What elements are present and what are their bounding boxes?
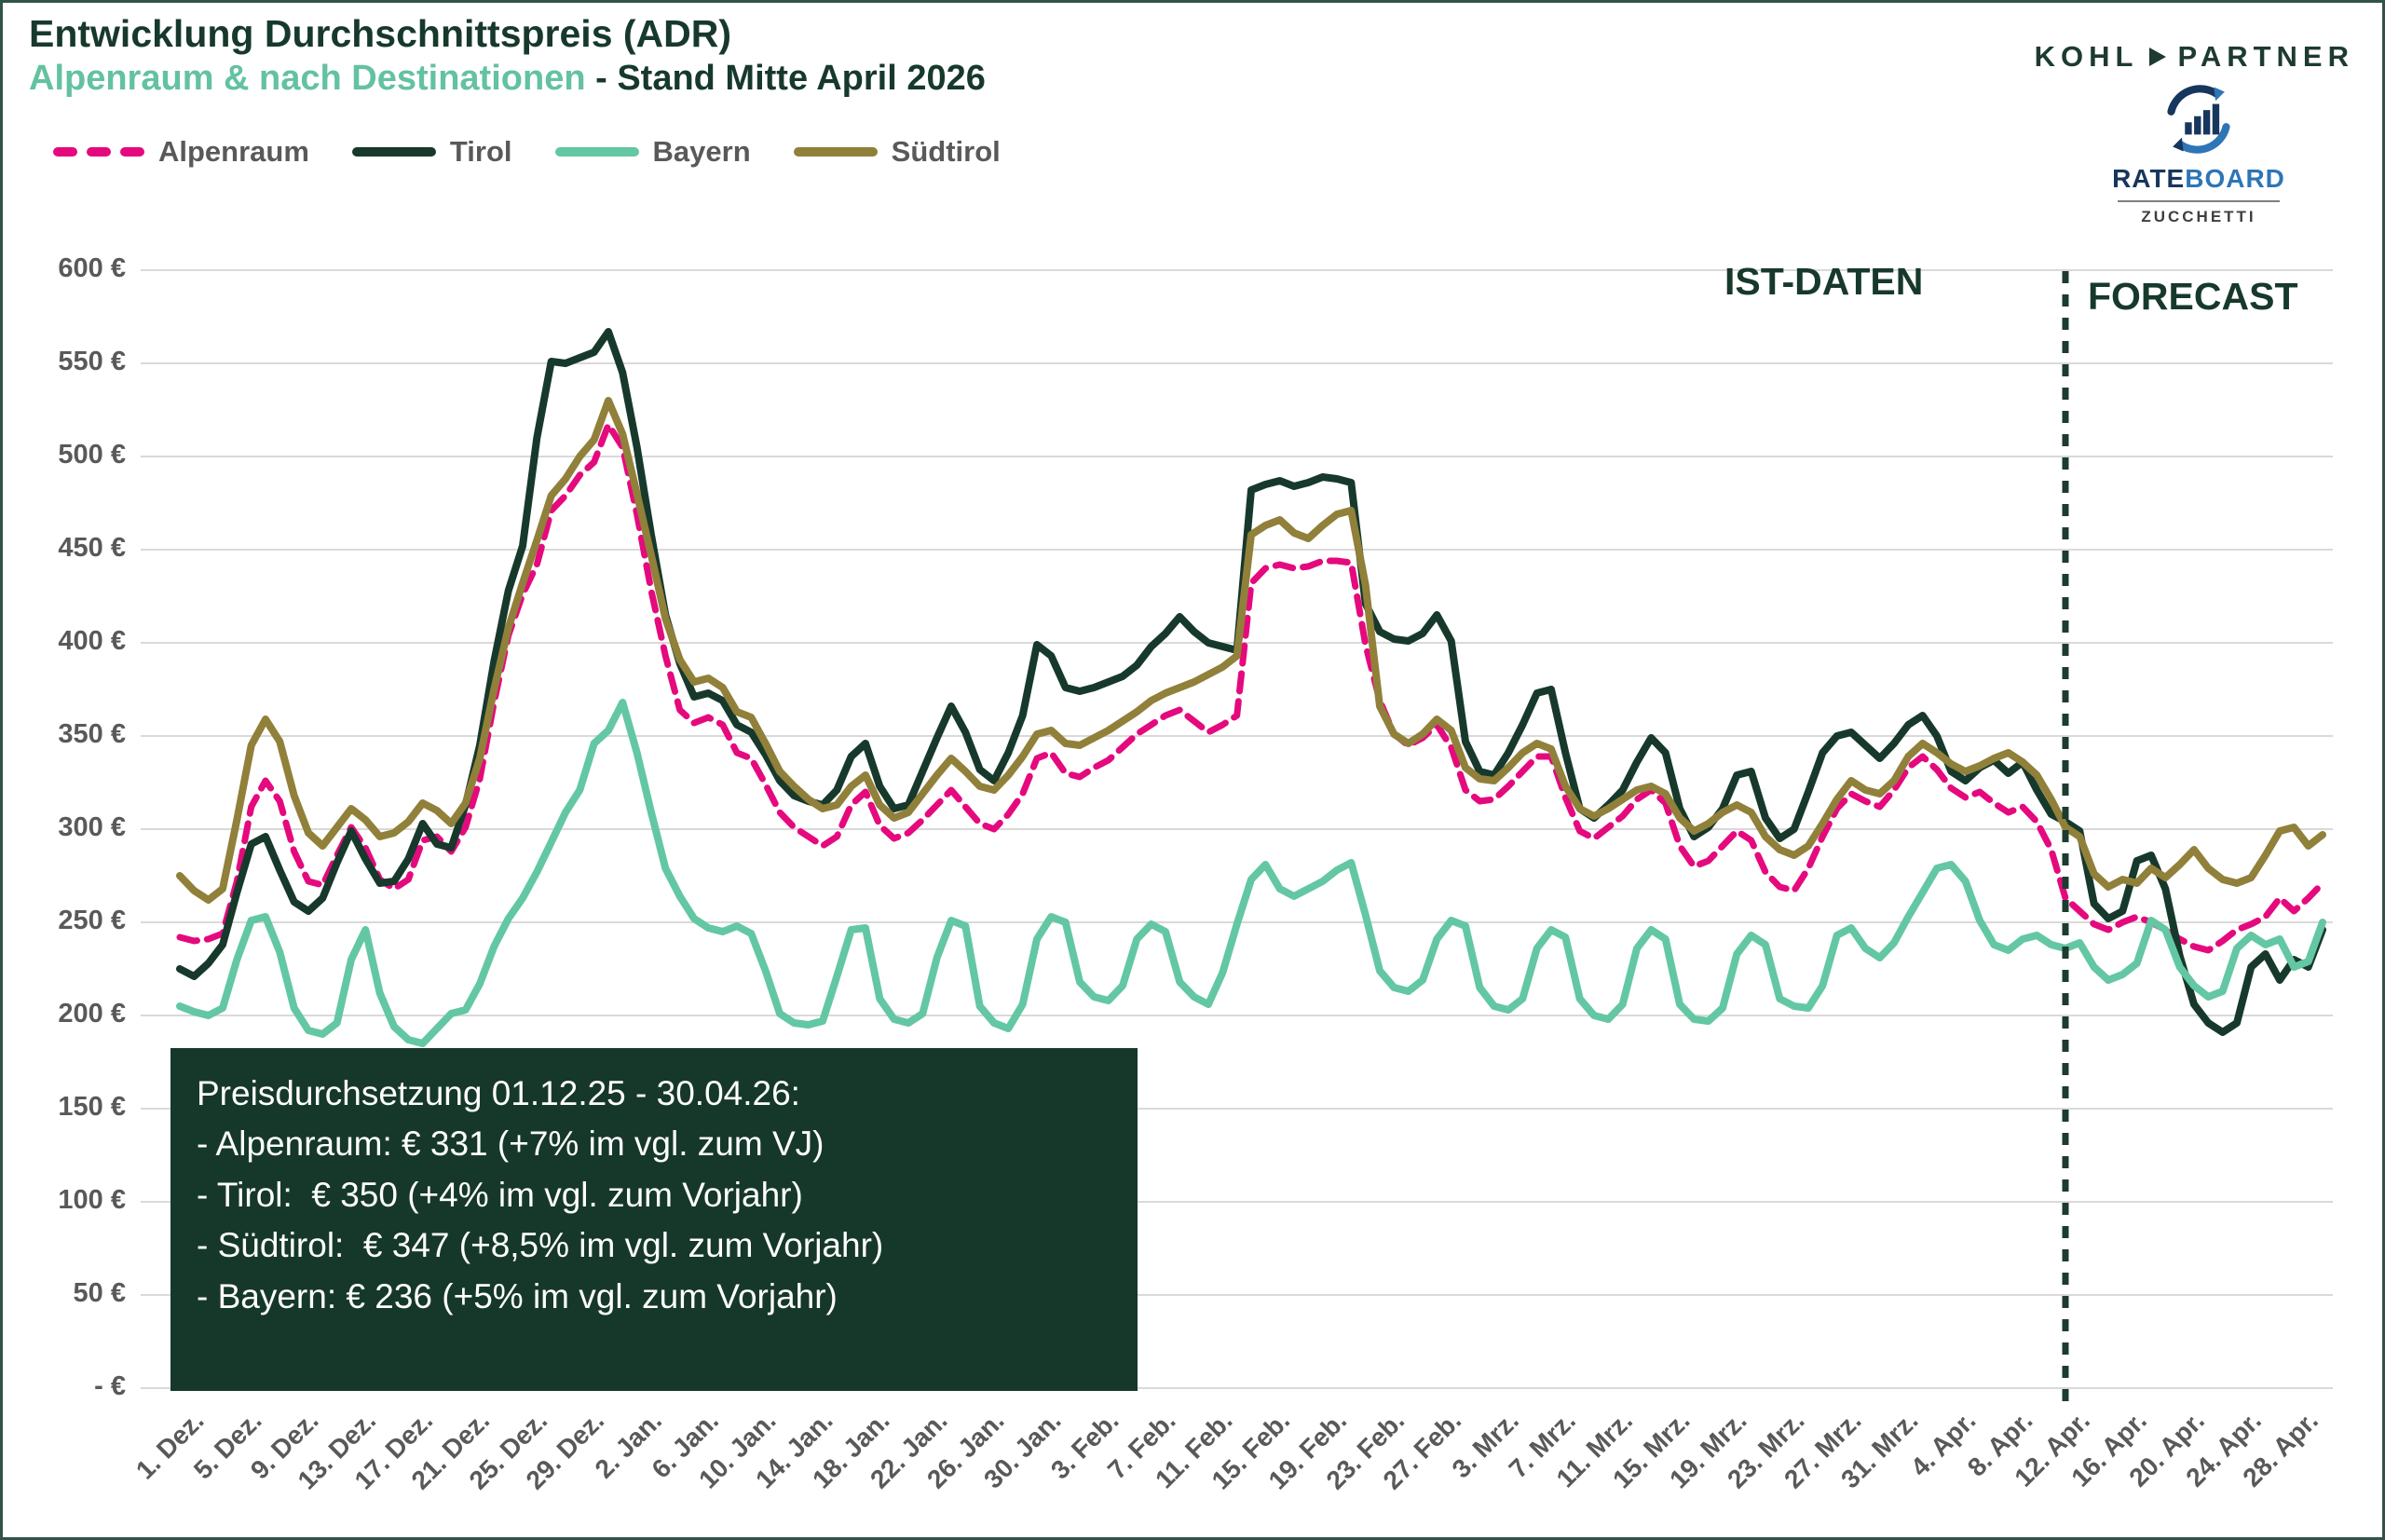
price-summary-box: Preisdurchsetzung 01.12.25 - 30.04.26: -… xyxy=(170,1048,1138,1391)
legend-swatch-bayern xyxy=(554,147,639,157)
rateboard-logo-icon xyxy=(2167,85,2230,154)
subtitle-accent: Alpenraum & nach Destinationen xyxy=(29,59,586,98)
summary-line-title: Preisdurchsetzung 01.12.25 - 30.04.26: xyxy=(197,1074,800,1112)
subtitle-rest: - Stand Mitte April 2026 xyxy=(585,59,986,98)
legend-item-alpenraum: Alpenraum xyxy=(53,135,309,169)
summary-line-suedtirol: - Südtirol: € 347 (+8,5% im vgl. zum Vor… xyxy=(197,1226,884,1265)
kohl-logo-left: KOHL xyxy=(2034,40,2139,73)
kohl-partner-logo: KOHL PARTNER xyxy=(2035,40,2354,74)
rateboard-text-board: BOARD xyxy=(2185,164,2285,193)
page-subtitle: Alpenraum & nach Destinationen - Stand M… xyxy=(29,59,986,99)
legend-label-suedtirol: Südtirol xyxy=(891,135,1001,168)
summary-line-bayern: - Bayern: € 236 (+5% im vgl. zum Vorjahr… xyxy=(197,1276,838,1315)
series-line-suedtirol xyxy=(176,397,2326,904)
summary-line-alpenraum: - Alpenraum: € 331 (+7% im vgl. zum VJ) xyxy=(197,1124,825,1164)
forecast-label: FORECAST xyxy=(2088,275,2298,318)
legend-item-tirol: Tirol xyxy=(351,135,512,169)
legend-item-suedtirol: Südtirol xyxy=(793,135,1001,169)
series-line-alpenraum xyxy=(176,421,2326,954)
summary-line-tirol: - Tirol: € 350 (+4% im vgl. zum Vorjahr) xyxy=(197,1175,803,1214)
rateboard-divider-rule xyxy=(2118,200,2280,202)
legend-label-alpenraum: Alpenraum xyxy=(158,135,309,168)
rateboard-text-rate: RATE xyxy=(2112,164,2186,193)
legend-swatch-suedtirol xyxy=(793,147,878,157)
adr-line-chart xyxy=(141,269,2333,1410)
rateboard-logo: RATEBOARD ZUCCHETTI xyxy=(2110,81,2287,226)
legend-label-bayern: Bayern xyxy=(652,135,751,168)
series-line-bayern xyxy=(176,699,2326,1047)
zucchetti-text: ZUCCHETTI xyxy=(2141,208,2256,225)
rateboard-wordmark: RATEBOARD xyxy=(2110,164,2287,194)
kohl-logo-right: PARTNER xyxy=(2177,40,2354,73)
legend-swatch-alpenraum xyxy=(53,147,144,157)
chart-legend: Alpenraum Tirol Bayern Südtirol xyxy=(53,135,1001,169)
page-title: Entwicklung Durchschnittspreis (ADR) xyxy=(29,12,732,55)
legend-item-bayern: Bayern xyxy=(554,135,751,169)
ist-daten-label: IST-DATEN xyxy=(1724,260,1924,303)
legend-label-tirol: Tirol xyxy=(449,135,512,168)
legend-swatch-tirol xyxy=(351,147,436,157)
series-line-tirol xyxy=(176,328,2326,1036)
arrow-right-icon xyxy=(2149,48,2167,66)
